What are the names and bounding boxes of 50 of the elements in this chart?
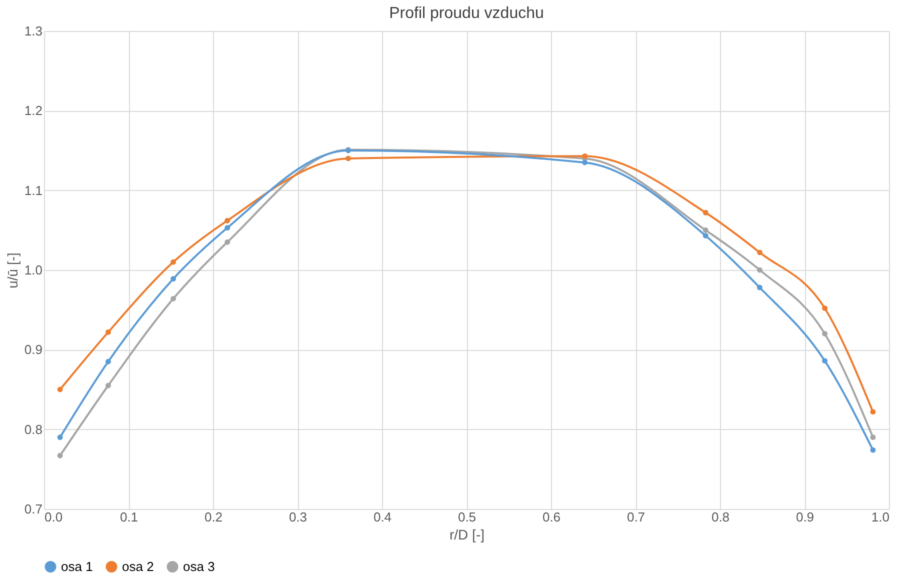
x-tick-label: 0.2 <box>204 510 223 524</box>
x-tick-label: 0.3 <box>288 510 308 524</box>
x-tick-label: 0.0 <box>44 510 63 524</box>
chart-title: Profil proudu vzduchu <box>389 5 544 22</box>
x-tick-label: 0.9 <box>796 510 814 524</box>
point <box>822 306 828 311</box>
x-tick-label: 0.4 <box>373 510 392 524</box>
point <box>105 382 111 388</box>
point <box>170 296 176 302</box>
point <box>756 267 762 273</box>
point <box>224 218 230 224</box>
x-tick-label: 0.6 <box>542 510 561 524</box>
point <box>105 329 111 335</box>
y-tick-label: 0.9 <box>24 342 42 358</box>
x-tick-label: 1.0 <box>871 510 890 524</box>
x-tick-label: 0.8 <box>711 510 730 524</box>
point <box>756 284 762 290</box>
point <box>582 160 588 166</box>
legend-label: osa 2 <box>122 558 154 574</box>
legend-label: osa 1 <box>61 558 93 574</box>
point <box>57 452 63 458</box>
x-axis-title: r/D [-] <box>450 526 484 542</box>
x-tick-label: 0.5 <box>458 510 476 524</box>
point <box>870 434 876 440</box>
point <box>702 233 708 238</box>
y-tick-label: 1.2 <box>24 103 42 118</box>
point <box>170 276 176 282</box>
y-tick-label: 0.8 <box>24 422 42 437</box>
point <box>345 156 351 162</box>
point <box>57 434 63 440</box>
point <box>702 210 708 216</box>
point <box>57 386 63 392</box>
point <box>105 358 111 364</box>
y-axis-title: u/ū [-] <box>4 252 20 288</box>
point <box>870 447 876 453</box>
y-tick-label: 1.0 <box>24 262 42 278</box>
point <box>822 331 828 336</box>
point <box>582 153 588 159</box>
x-tick-label: 0.1 <box>120 510 138 524</box>
point <box>756 250 762 256</box>
point <box>870 409 876 415</box>
point <box>822 358 828 364</box>
y-tick-label: 1.1 <box>24 182 42 198</box>
point <box>224 239 230 245</box>
x-tick-label: 0.7 <box>626 510 646 524</box>
y-tick-label: 1.3 <box>24 24 42 38</box>
point <box>170 259 176 265</box>
legend-label: osa 3 <box>183 558 215 574</box>
point <box>702 227 708 233</box>
point <box>224 225 230 231</box>
